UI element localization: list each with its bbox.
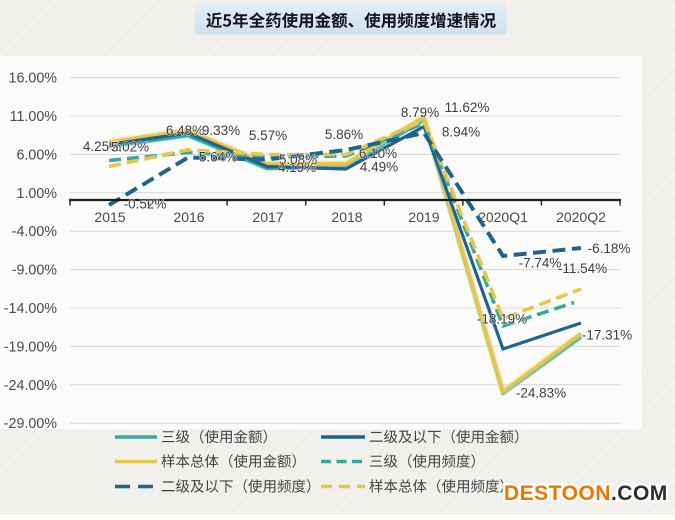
svg-text:9.33%: 9.33% (202, 123, 240, 138)
svg-text:4.25%: 4.25% (83, 139, 121, 154)
svg-text:-7.74%: -7.74% (519, 256, 562, 271)
svg-text:4.19%: 4.19% (278, 160, 316, 175)
svg-text:2020Q2: 2020Q2 (556, 209, 606, 225)
svg-text:-24.83%: -24.83% (516, 386, 566, 401)
svg-text:8.79%: 8.79% (401, 105, 439, 120)
svg-text:2019: 2019 (408, 209, 439, 225)
svg-text:5.64%: 5.64% (199, 150, 237, 165)
svg-text:5.02%: 5.02% (111, 140, 149, 155)
svg-text:11.62%: 11.62% (445, 100, 490, 115)
svg-text:-19.00%: -19.00% (4, 339, 58, 355)
svg-text:6.10%: 6.10% (359, 146, 397, 161)
svg-text:-18.19%: -18.19% (477, 312, 527, 327)
svg-text:-9.00%: -9.00% (12, 263, 58, 279)
svg-text:5.08%: 5.08% (279, 152, 317, 167)
svg-text:2015: 2015 (94, 209, 125, 225)
svg-text:1.00%: 1.00% (16, 186, 57, 202)
svg-text:-24.00%: -24.00% (4, 378, 58, 394)
svg-text:-11.54%: -11.54% (558, 261, 607, 276)
svg-text:6.00%: 6.00% (16, 147, 57, 163)
svg-text:-29.00%: -29.00% (4, 416, 58, 432)
svg-text:6.48%: 6.48% (166, 123, 204, 138)
svg-text:-6.18%: -6.18% (588, 241, 631, 256)
svg-text:-4.00%: -4.00% (12, 224, 58, 240)
svg-text:16.00%: 16.00% (9, 71, 58, 87)
svg-text:11.00%: 11.00% (10, 109, 58, 125)
svg-text:DESTOON.COM: DESTOON.COM (504, 482, 668, 505)
svg-text:2016: 2016 (173, 209, 204, 225)
svg-text:2020Q1: 2020Q1 (478, 209, 528, 225)
svg-text:-17.31%: -17.31% (582, 328, 632, 343)
svg-text:4.49%: 4.49% (360, 160, 398, 175)
svg-text:-14.00%: -14.00% (4, 301, 58, 317)
svg-text:8.94%: 8.94% (442, 125, 480, 140)
svg-text:2017: 2017 (252, 209, 283, 225)
svg-text:2018: 2018 (331, 209, 362, 225)
svg-text:-0.52%: -0.52% (124, 197, 167, 212)
svg-text:DESTOON.COM: DESTOON.COM (504, 482, 668, 505)
svg-text:5.86%: 5.86% (325, 127, 363, 142)
svg-text:5.57%: 5.57% (249, 128, 287, 143)
